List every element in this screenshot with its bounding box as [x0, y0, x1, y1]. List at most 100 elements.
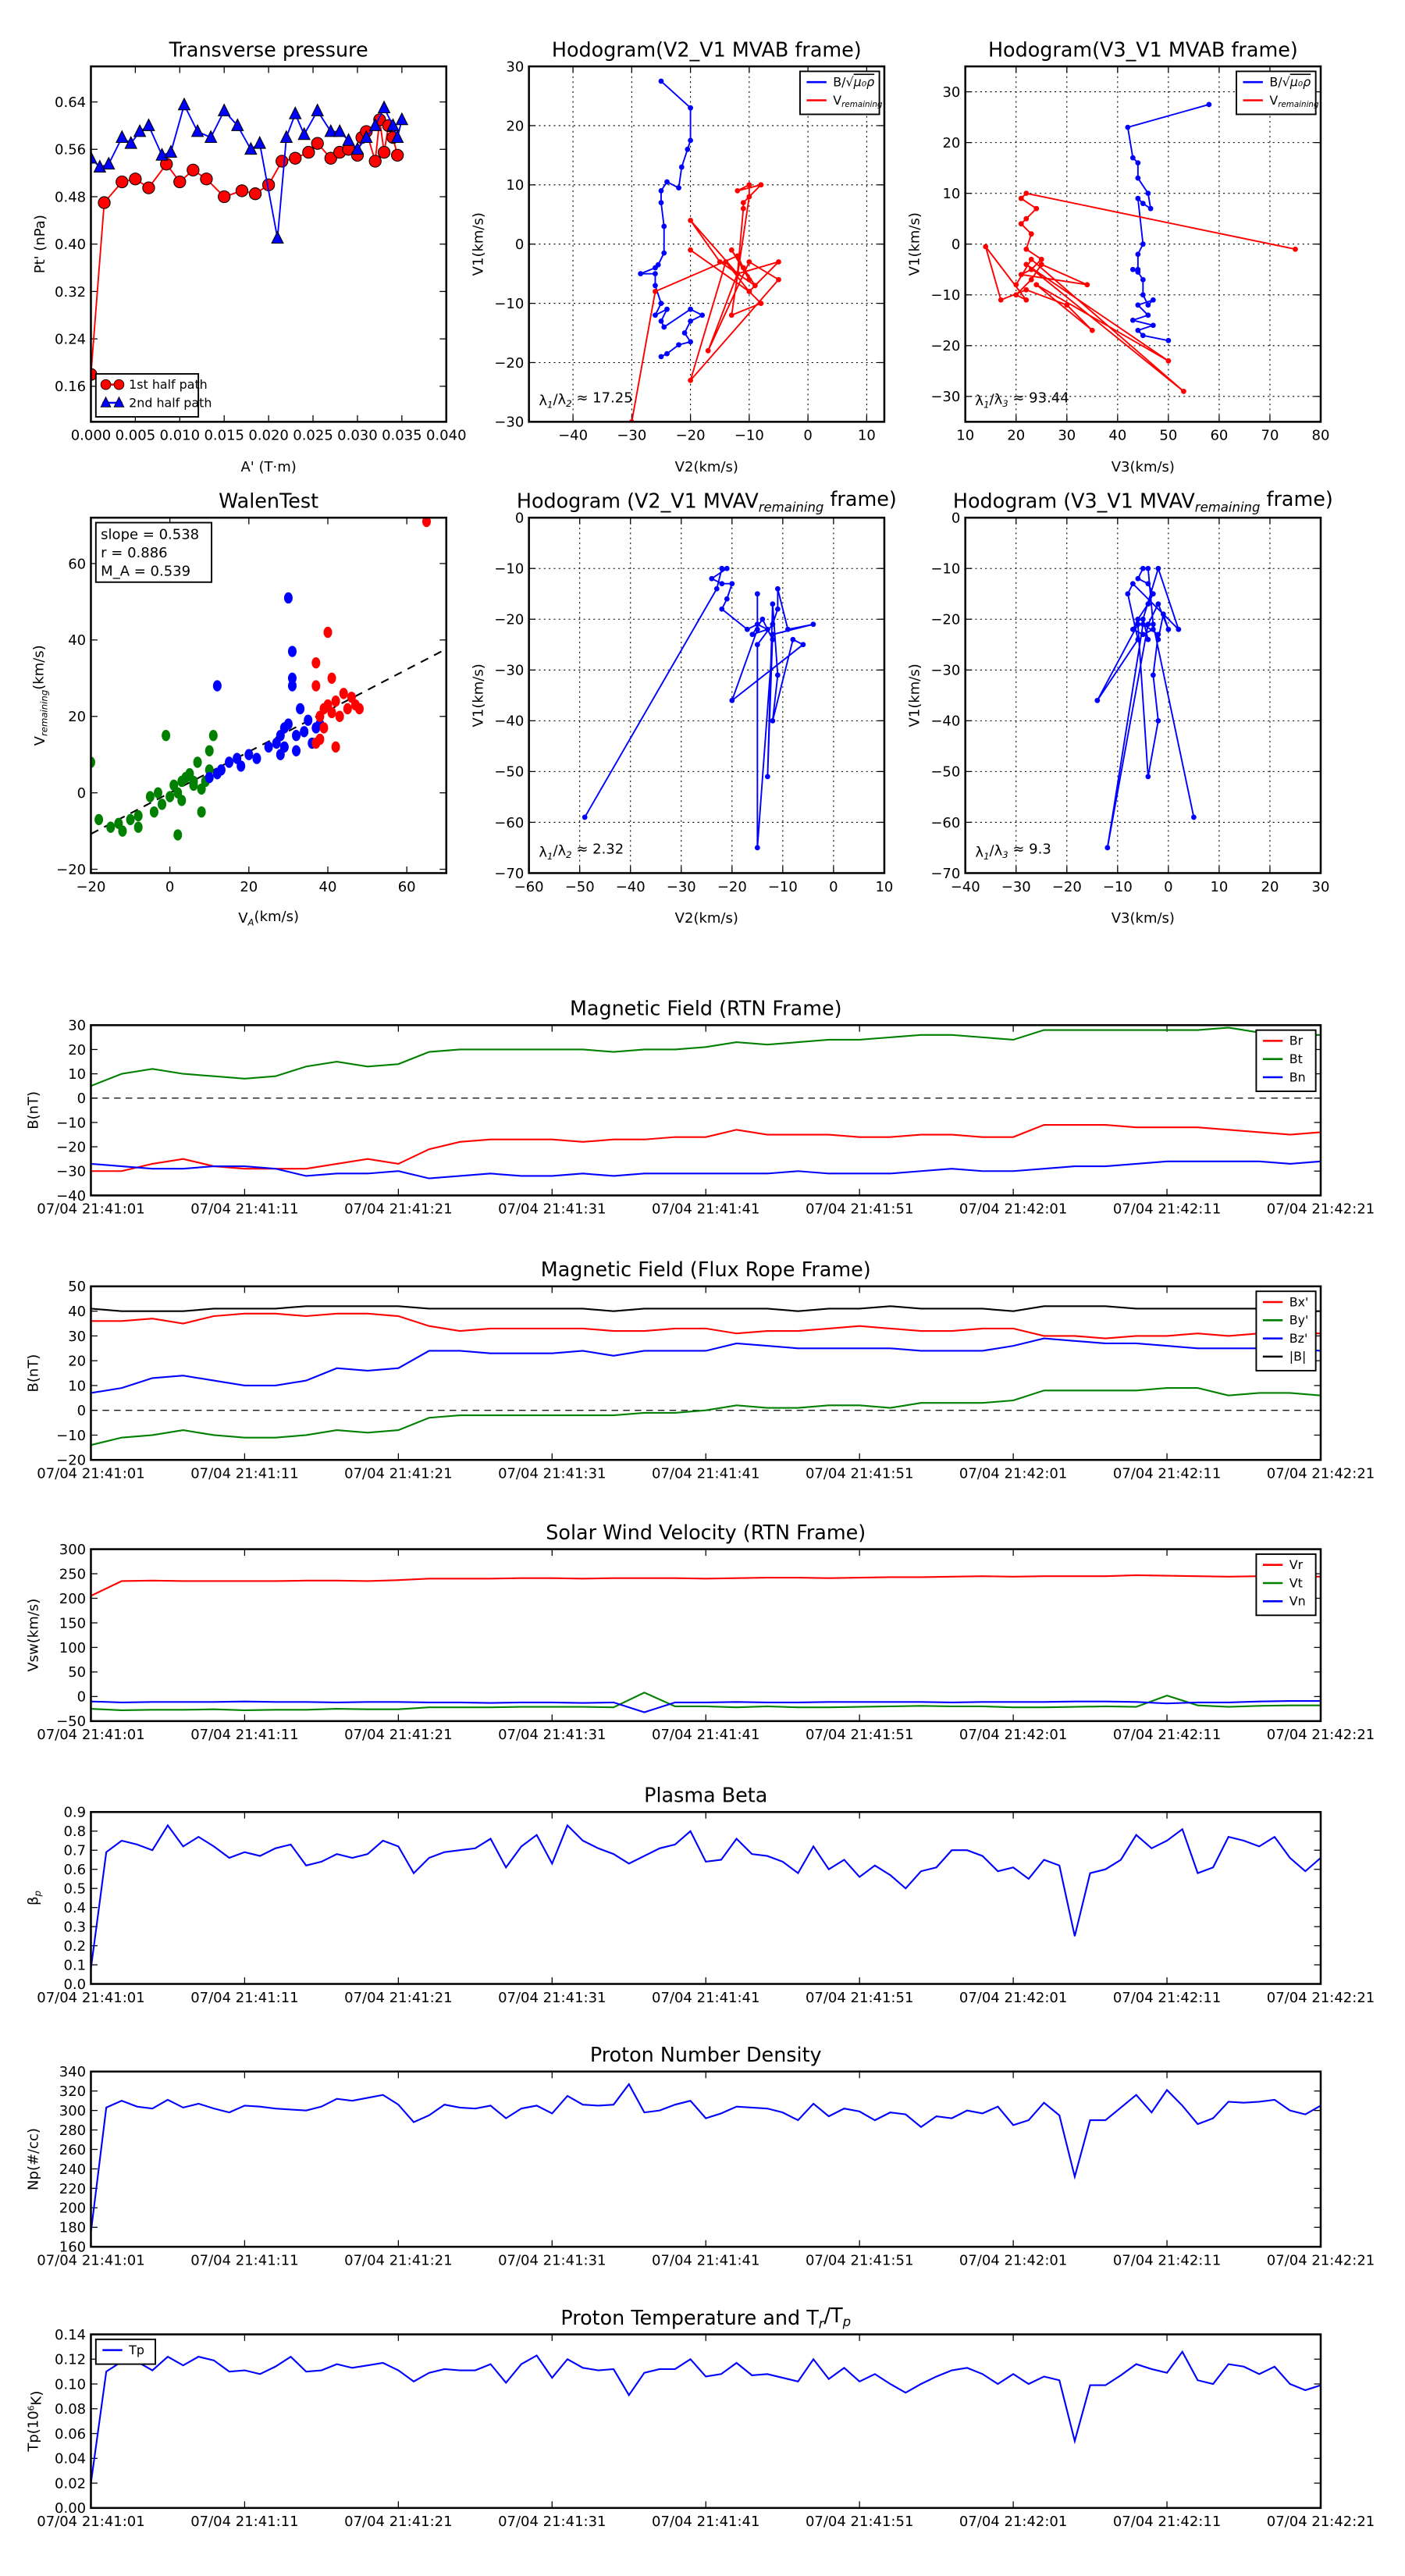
data-point — [776, 276, 781, 283]
data-point — [1140, 333, 1146, 339]
text-segment: V2(km/s) — [675, 459, 738, 475]
y-tick-label: −20 — [494, 355, 524, 372]
data-point — [678, 164, 685, 170]
text-segment: μ₀ρ — [1289, 74, 1311, 89]
text-segment: 1st half path — [129, 377, 208, 392]
x-tick-label: 0.010 — [160, 428, 201, 444]
legend-frame — [1255, 1029, 1317, 1092]
data-point — [1023, 297, 1030, 303]
chart-title: Magnetic Field (Flux Rope Frame) — [541, 1258, 871, 1281]
x-tick-label: 20 — [1007, 428, 1025, 444]
text-segment: By' — [1289, 1313, 1309, 1328]
data-point — [713, 585, 720, 592]
y-tick-label: 340 — [59, 2064, 86, 2080]
data-point — [1135, 575, 1141, 582]
y-tick-label: 20 — [942, 135, 960, 151]
series-line — [91, 1026, 1321, 1087]
data-point — [709, 575, 715, 582]
data-point — [1145, 636, 1151, 642]
data-point — [1155, 632, 1161, 638]
legend-frame — [799, 70, 880, 116]
data-point — [1023, 286, 1030, 293]
text-segment: Bx' — [1289, 1294, 1309, 1309]
legend-label: Bt — [1289, 1051, 1303, 1066]
y-tick-label: 180 — [59, 2220, 86, 2236]
data-point — [746, 194, 752, 200]
plot-area — [91, 2350, 1321, 2484]
x-tick-label: −60 — [514, 879, 544, 895]
data-point — [271, 230, 284, 244]
eigenvalue-ratio-annotation: λ1/λ2 ≈ 2.32 — [539, 841, 624, 862]
data-point — [1150, 591, 1156, 597]
y-tick-label: −30 — [930, 389, 960, 405]
data-point — [311, 680, 321, 692]
data-point — [774, 606, 781, 612]
data-point — [688, 137, 693, 144]
data-point — [208, 730, 218, 742]
legend-label: B/√μ₀ρ — [1269, 74, 1311, 89]
text-segment: V1(km/s) — [906, 212, 923, 276]
data-point — [327, 672, 336, 684]
text-segment: V1(km/s) — [906, 664, 923, 727]
data-point — [759, 616, 766, 622]
data-point — [1135, 269, 1141, 275]
x-tick-label: −20 — [1052, 879, 1082, 895]
x-tick-label: 07/04 21:41:21 — [344, 1466, 452, 1482]
y-tick-label: −50 — [930, 764, 960, 781]
text-segment: remaining — [1278, 100, 1319, 109]
chart-proton-number-density: 07/04 21:41:01 07/04 21:41:11 07/04 21:41:… — [26, 2043, 1375, 2268]
data-point — [190, 123, 205, 137]
data-point — [231, 118, 244, 131]
text-segment: V3(km/s) — [1112, 459, 1175, 475]
y-tick-label: 50 — [68, 1279, 86, 1295]
data-point — [177, 97, 191, 111]
x-tick-label: 07/04 21:42:01 — [959, 1201, 1067, 1218]
data-point — [1135, 621, 1141, 628]
text-segment: Hodogram (V2_V1 MVAV — [517, 489, 759, 512]
y-axis-label: B(nT) — [26, 1091, 42, 1130]
legend-label: Tp — [128, 2343, 144, 2357]
x-tick-label: 07/04 21:41:11 — [190, 2514, 298, 2530]
x-tick-label: 07/04 21:42:11 — [1113, 2514, 1221, 2530]
data-point — [212, 680, 222, 692]
text-segment: remaining — [759, 500, 824, 514]
text-segment: /T — [824, 2304, 844, 2327]
x-tick-label: −30 — [1001, 879, 1031, 895]
plot-area — [91, 1026, 1321, 1179]
x-tick-label: 0.005 — [116, 428, 156, 444]
data-point — [1191, 814, 1197, 820]
data-point — [324, 151, 337, 165]
y-tick-label: 0.24 — [55, 331, 86, 347]
data-point — [279, 130, 293, 143]
text-segment: p — [32, 1891, 43, 1897]
text-segment: V — [833, 93, 841, 108]
chart-hodogram-v3-v1-mvav: −40 −30 −20 −10 0 10 20 30−70−60−50−40−30−20−10… — [906, 487, 1332, 927]
series-line — [91, 102, 403, 239]
series-line — [91, 1574, 1321, 1597]
data-point — [790, 636, 796, 642]
data-point — [1145, 581, 1151, 587]
data-point — [658, 354, 664, 360]
text-segment: 1 — [984, 400, 989, 411]
data-point — [244, 749, 254, 760]
data-point — [746, 259, 752, 265]
data-point — [661, 223, 667, 229]
x-tick-label: −10 — [1103, 879, 1133, 895]
data-point — [676, 342, 681, 348]
chart-plasma-beta: 07/04 21:41:01 07/04 21:41:11 07/04 21:41:… — [26, 1784, 1375, 2006]
y-tick-label: 30 — [68, 1329, 86, 1345]
data-point — [681, 330, 688, 336]
data-point — [360, 130, 373, 143]
x-tick-label: 07/04 21:41:51 — [806, 2514, 913, 2530]
y-axis-label: Np(#/cc) — [26, 2128, 42, 2190]
x-tick-label: 0.020 — [248, 428, 289, 444]
data-point — [740, 200, 746, 205]
y-tick-label: 30 — [942, 84, 960, 101]
x-tick-label: 07/04 21:41:51 — [806, 2253, 913, 2269]
y-tick-label: −30 — [494, 415, 524, 431]
data-point — [297, 126, 311, 141]
data-point — [1129, 266, 1136, 272]
stats-text: slope = 0.538 — [101, 527, 199, 543]
y-tick-label: −30 — [930, 663, 960, 679]
data-point — [1150, 626, 1156, 632]
